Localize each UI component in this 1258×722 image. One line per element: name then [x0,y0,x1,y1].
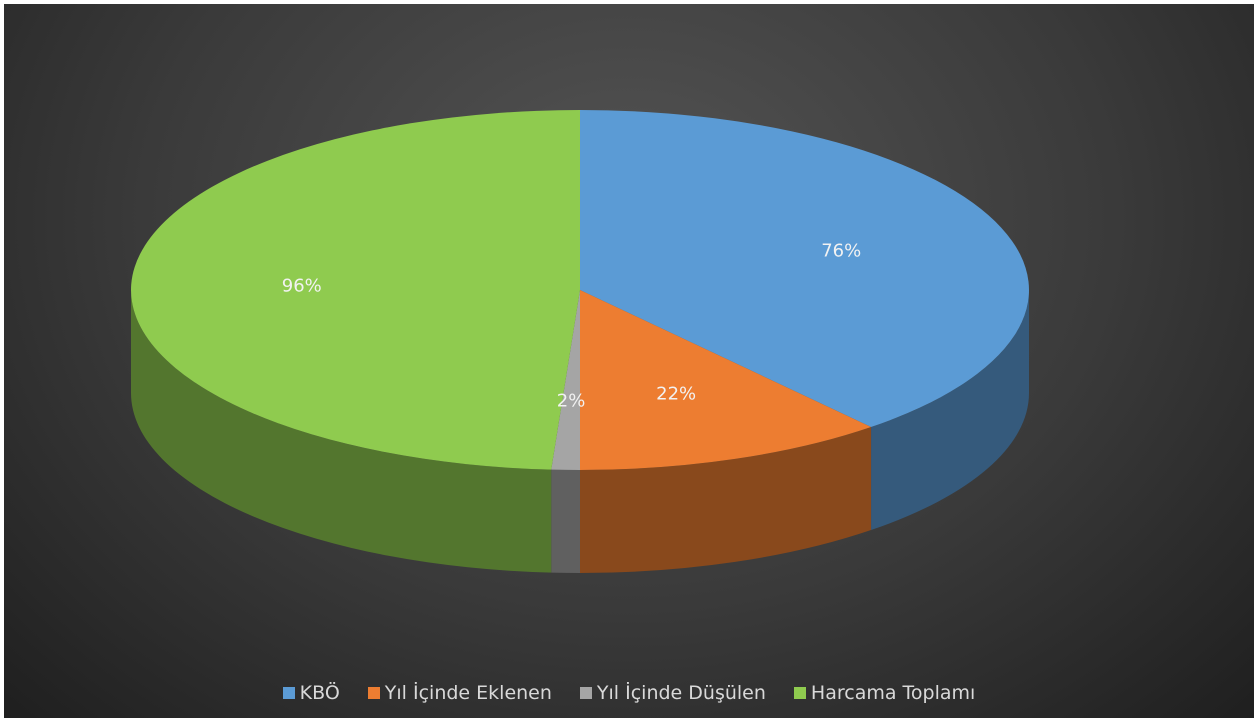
data-label-3: 96% [282,275,322,296]
pie-side-3 [131,290,552,573]
legend-swatch [282,687,295,699]
data-label-2: 2% [557,391,586,412]
legend-swatch [579,687,592,699]
pie-slice-1 [580,290,872,470]
pie-side-0 [871,290,1029,531]
legend-label: Yıl İçinde Eklenen [384,682,552,704]
legend-label: KBÖ [299,682,340,704]
legend-item-eklenen: Yıl İçinde Eklenen [367,682,552,704]
pie-side-1 [580,427,872,573]
legend-item-harcama: Harcama Toplamı [793,682,976,704]
data-label-0: 76% [821,240,861,261]
pie-slice-2 [551,290,580,470]
legend-label: Harcama Toplamı [810,682,976,704]
pie-chart: 76% 22% 2% 96% [131,110,1029,573]
legend-item-kbo: KBÖ [282,682,340,704]
legend-item-dusulen: Yıl İçinde Düşülen [579,682,766,704]
data-label-1: 22% [656,384,696,405]
legend-label: Yıl İçinde Düşülen [596,682,766,704]
legend: KBÖ Yıl İçinde Eklenen Yıl İçinde Düşüle… [4,682,1254,704]
pie-slice-3 [131,110,581,470]
legend-swatch [367,687,380,699]
pie-side-2 [551,469,580,573]
legend-swatch [793,687,806,699]
chart-area: 76% 22% 2% 96% KBÖ Yıl İçinde Eklenen Yıl İ… [4,4,1254,718]
pie-slice-0 [580,110,1029,428]
